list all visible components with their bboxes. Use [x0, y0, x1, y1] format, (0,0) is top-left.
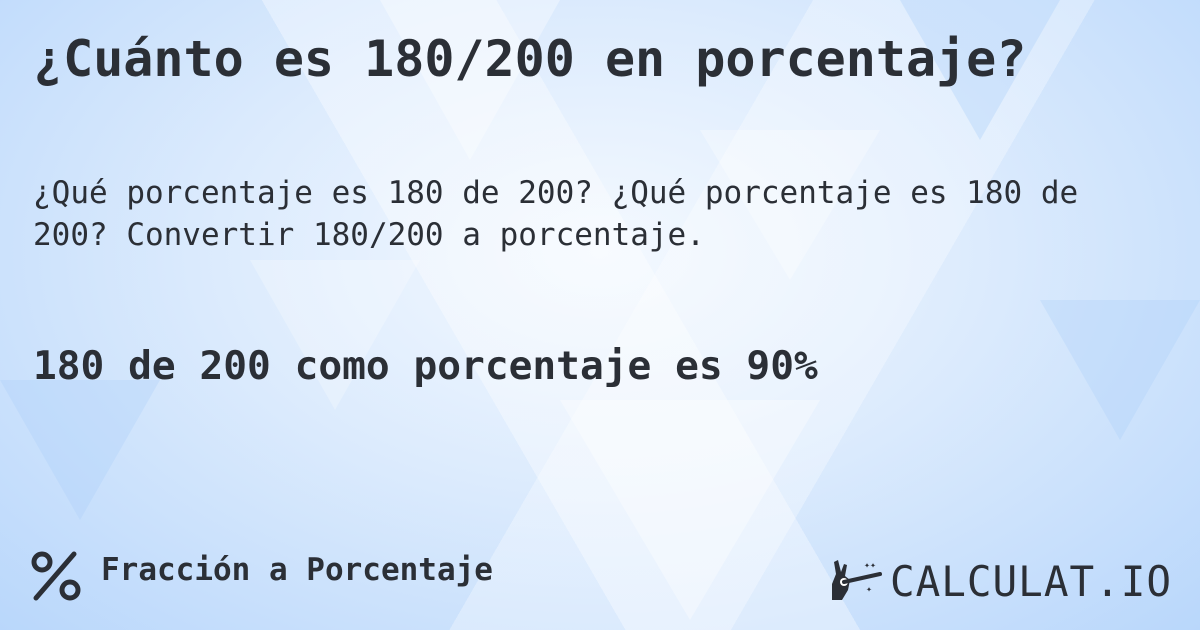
percent-icon: [31, 551, 81, 601]
magic-wand-hand-icon: ✦✦ ✦: [832, 560, 882, 600]
category-label: Fracción a Porcentaje: [101, 552, 493, 588]
page-subtitle: ¿Qué porcentaje es 180 de 200? ¿Qué porc…: [33, 175, 1079, 253]
calculat-io-logo[interactable]: ✦✦ ✦ CALCULAT.IO: [828, 556, 1173, 602]
result-text: 180 de 200 como porcentaje es 90%: [33, 343, 818, 389]
svg-text:✦✦: ✦✦: [864, 560, 876, 571]
page-title: ¿Cuánto es 180/200 en porcentaje?: [33, 30, 1027, 88]
logo-text: CALCULAT.IO: [890, 557, 1172, 602]
svg-text:✦: ✦: [866, 584, 872, 595]
